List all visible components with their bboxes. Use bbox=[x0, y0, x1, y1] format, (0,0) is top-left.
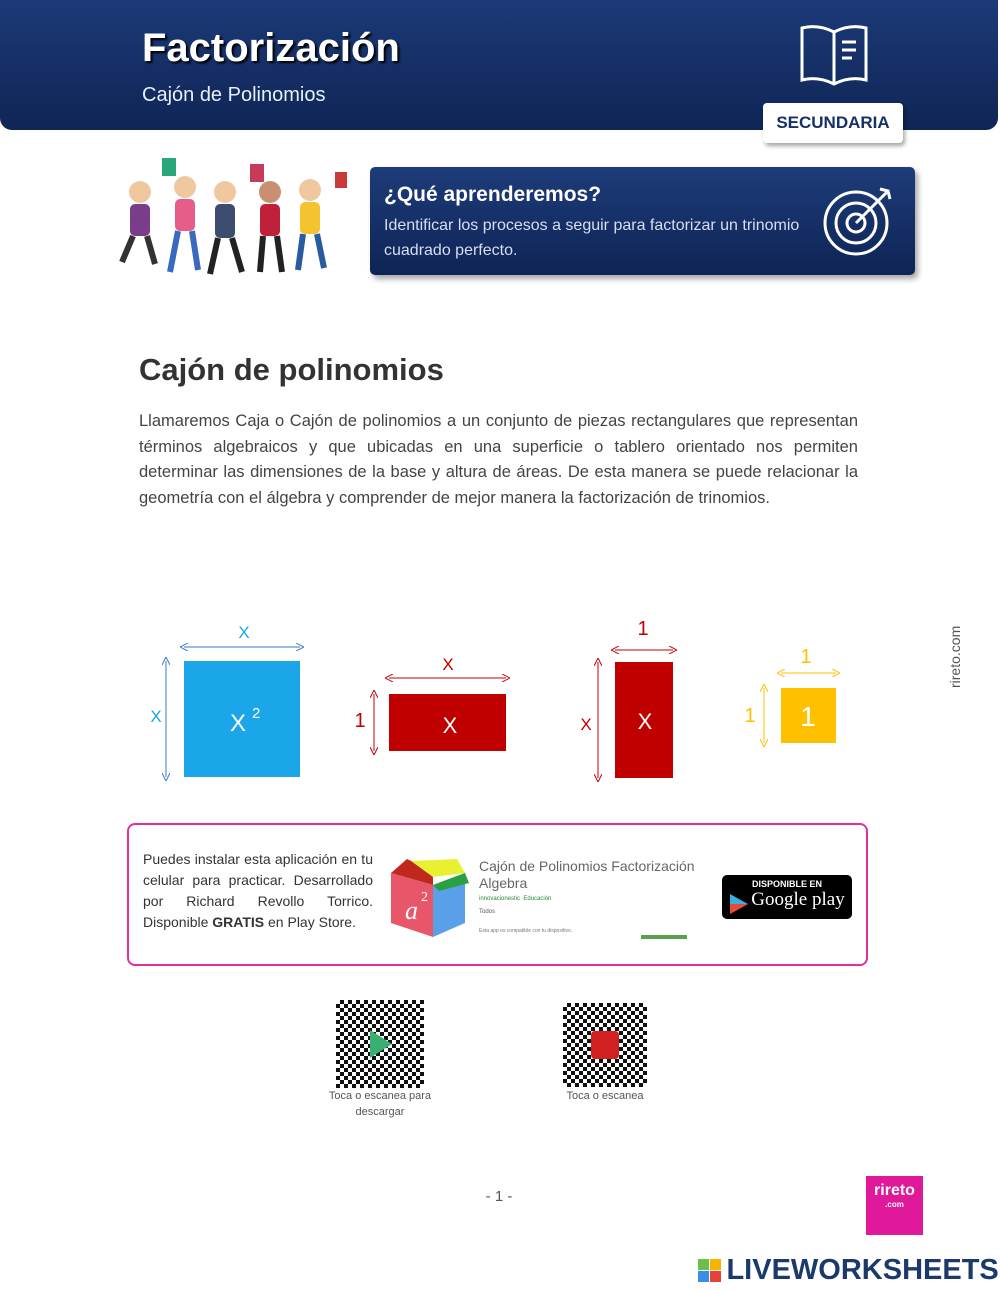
section-heading: Cajón de polinomios bbox=[139, 352, 444, 387]
page-number: - 1 - bbox=[485, 1188, 513, 1205]
tile-1-by-x: 1 X X bbox=[580, 618, 673, 778]
tile-height-label: 1 bbox=[744, 705, 755, 727]
tile-height-label: X bbox=[150, 707, 161, 726]
qr-code-download[interactable] bbox=[336, 1000, 424, 1088]
tile-label: X bbox=[638, 709, 653, 734]
page-subtitle: Cajón de Polinomios bbox=[142, 84, 326, 106]
liveworksheets-logo: LIVEWORKSHEETS bbox=[698, 1254, 999, 1287]
rireto-logo[interactable]: rireto .com bbox=[866, 1176, 923, 1235]
tile-width-label: X bbox=[238, 623, 249, 642]
qr-caption: Toca o escanea para descargar bbox=[328, 1090, 432, 1118]
level-badge: SECUNDARIA bbox=[763, 103, 903, 143]
app-promo-box: Puedes instalar esta aplicación en tu ce… bbox=[127, 823, 868, 966]
app-name[interactable]: Cajón de Polinomios Factorización Algebr… bbox=[479, 858, 695, 891]
svg-text:a: a bbox=[405, 896, 418, 925]
objective-heading: ¿Qué aprenderemos? bbox=[384, 183, 602, 206]
app-rating-label: Todos bbox=[479, 909, 496, 915]
side-text: rireto.com bbox=[947, 625, 963, 688]
live-icon bbox=[698, 1258, 721, 1282]
tile-label: 1 bbox=[800, 701, 816, 732]
tile-height-label: X bbox=[580, 715, 591, 734]
tile-width-label: X bbox=[442, 655, 453, 674]
objective-banner: ¿Qué aprenderemos? Identificar los proce… bbox=[370, 167, 915, 275]
tile-width-label: 1 bbox=[637, 618, 648, 640]
tile-exponent: 2 bbox=[252, 705, 260, 722]
tile-x-by-1: X 1 X bbox=[354, 655, 506, 751]
tile-label: X bbox=[230, 710, 246, 737]
objective-text: Identificar los procesos a seguir para f… bbox=[384, 217, 800, 259]
app-developer: innovacionestic Educación bbox=[479, 896, 552, 902]
google-play-button[interactable]: DISPONIBLE EN Google play bbox=[722, 875, 852, 919]
header: Factorización Cajón de Polinomios bbox=[0, 0, 998, 130]
section-paragraph: Llamaremos Caja o Cajón de polinomios a … bbox=[139, 412, 858, 507]
tile-x-squared: X X X 2 bbox=[150, 623, 300, 777]
qr-code-youtube[interactable] bbox=[563, 1003, 647, 1087]
book-icon bbox=[800, 25, 868, 86]
tile-width-label: 1 bbox=[800, 646, 811, 668]
qr-caption: Toca o escanea bbox=[566, 1090, 644, 1102]
install-bar[interactable] bbox=[641, 935, 687, 939]
svg-text:2: 2 bbox=[421, 890, 428, 905]
page-title: Factorización bbox=[142, 26, 400, 70]
play-icon bbox=[730, 894, 748, 914]
app-description: Puedes instalar esta aplicación en tu ce… bbox=[143, 851, 373, 930]
tile-height-label: 1 bbox=[354, 710, 365, 732]
tile-label: X bbox=[443, 713, 458, 738]
tile-1-by-1: 1 1 1 bbox=[744, 646, 836, 743]
youtube-icon bbox=[591, 1031, 619, 1059]
students-illustration bbox=[119, 158, 347, 275]
app-compat: Esta app es compatible con tu dispositiv… bbox=[479, 928, 573, 934]
algebra-tiles: X X X 2 X 1 X 1 X X 1 1 1 bbox=[150, 618, 860, 790]
target-icon bbox=[823, 187, 892, 256]
